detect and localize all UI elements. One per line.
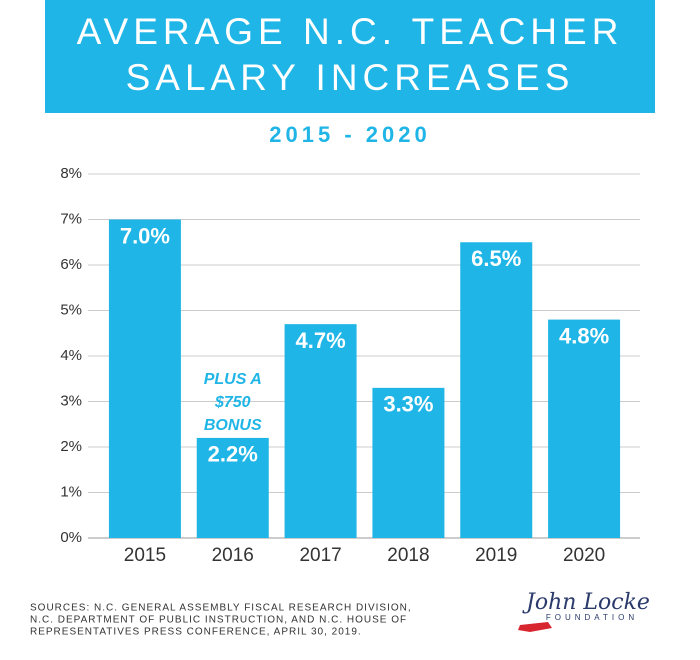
- logo-subtext: FOUNDATION: [546, 613, 638, 622]
- value-label: 4.8%: [559, 323, 609, 348]
- y-tick-label: 2%: [60, 438, 82, 455]
- x-tick-label: 2015: [124, 545, 166, 566]
- chart-title: SALARY INCREASES: [126, 57, 575, 98]
- y-tick-label: 8%: [60, 165, 82, 182]
- x-tick-label: 2020: [563, 545, 605, 566]
- logo-map: [518, 622, 552, 632]
- bar: [196, 437, 269, 538]
- bar: [284, 324, 357, 538]
- bar: [548, 319, 621, 538]
- y-tick-label: 3%: [60, 392, 82, 409]
- x-tick-label: 2019: [475, 545, 517, 566]
- value-label: 2.2%: [208, 442, 258, 467]
- x-tick-label: 2016: [212, 545, 254, 566]
- y-tick-label: 0%: [60, 529, 82, 546]
- chart-subtitle: 2015 - 2020: [269, 122, 430, 147]
- title-banner: [45, 0, 655, 113]
- sources: SOURCES: N.C. GENERAL ASSEMBLY FISCAL RE…: [30, 603, 412, 614]
- annotation: PLUS A: [204, 371, 262, 388]
- bar: [372, 387, 445, 538]
- y-tick-label: 6%: [60, 256, 82, 273]
- y-tick-label: 1%: [60, 483, 82, 500]
- chart-title: AVERAGE N.C. TEACHER: [77, 11, 624, 52]
- value-label: 4.7%: [296, 328, 346, 353]
- annotation: $750: [214, 394, 251, 411]
- y-tick-label: 4%: [60, 347, 82, 364]
- bar: [108, 219, 181, 538]
- x-tick-label: 2018: [387, 545, 429, 566]
- sources: N.C. DEPARTMENT OF PUBLIC INSTRUCTION, A…: [30, 615, 407, 626]
- y-tick-label: 5%: [60, 301, 82, 318]
- sources: REPRESENTATIVES PRESS CONFERENCE, APRIL …: [30, 627, 362, 638]
- value-label: 7.0%: [120, 223, 170, 248]
- value-label: 3.3%: [383, 392, 433, 417]
- annotation: BONUS: [204, 417, 262, 434]
- logo-text: John Locke: [522, 590, 650, 615]
- y-tick-label: 7%: [60, 210, 82, 227]
- x-tick-label: 2017: [299, 545, 341, 566]
- bar: [460, 242, 533, 538]
- value-label: 6.5%: [471, 246, 521, 271]
